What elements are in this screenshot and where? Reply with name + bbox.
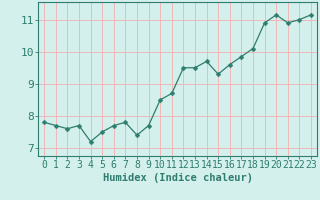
X-axis label: Humidex (Indice chaleur): Humidex (Indice chaleur) <box>103 173 252 183</box>
